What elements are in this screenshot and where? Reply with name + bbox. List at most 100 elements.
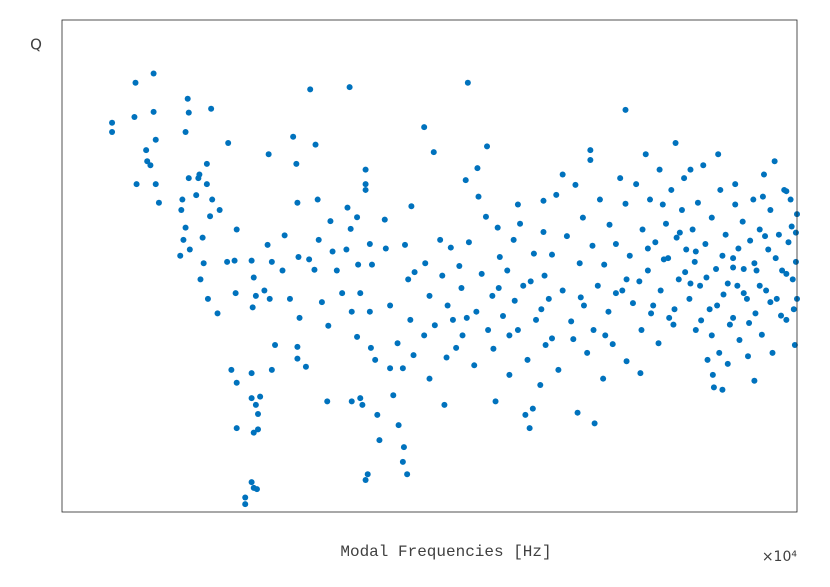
- data-point: [208, 105, 215, 112]
- data-point: [489, 292, 496, 299]
- data-point: [668, 186, 675, 193]
- data-point: [265, 151, 272, 158]
- data-point: [152, 181, 159, 188]
- data-point: [382, 245, 389, 252]
- data-point: [315, 236, 322, 243]
- data-point: [484, 143, 491, 150]
- data-point: [376, 437, 383, 444]
- data-point: [638, 327, 645, 334]
- data-point: [720, 291, 727, 298]
- data-point: [636, 278, 643, 285]
- data-point: [596, 196, 603, 203]
- data-point: [333, 267, 340, 274]
- data-point: [399, 458, 406, 465]
- data-point: [347, 225, 354, 232]
- data-point: [362, 181, 369, 188]
- data-point: [702, 240, 709, 247]
- data-point: [686, 295, 693, 302]
- data-point: [743, 295, 750, 302]
- data-point: [232, 290, 239, 297]
- data-point: [750, 196, 757, 203]
- data-point: [408, 203, 415, 210]
- data-point: [524, 356, 531, 363]
- data-point: [185, 109, 192, 116]
- data-point: [252, 401, 259, 408]
- data-point: [555, 366, 562, 373]
- data-point: [590, 327, 597, 334]
- data-point: [533, 316, 540, 323]
- data-point: [623, 358, 630, 365]
- data-point: [553, 191, 560, 198]
- data-point: [366, 308, 373, 315]
- data-point: [708, 214, 715, 221]
- data-point: [311, 266, 318, 273]
- data-point: [710, 384, 717, 391]
- data-point: [296, 314, 303, 321]
- data-point: [637, 370, 644, 377]
- data-point: [381, 216, 388, 223]
- data-point: [675, 276, 682, 283]
- data-point: [422, 260, 429, 267]
- data-point: [443, 354, 450, 361]
- data-point: [514, 201, 521, 208]
- data-point: [756, 226, 763, 233]
- data-point: [704, 356, 711, 363]
- data-point: [542, 342, 549, 349]
- data-point: [648, 310, 655, 317]
- data-point: [650, 302, 657, 309]
- data-point: [327, 218, 334, 225]
- data-point: [790, 306, 797, 313]
- data-point: [294, 343, 301, 350]
- data-point: [426, 292, 433, 299]
- data-point: [325, 322, 332, 329]
- data-point: [510, 236, 517, 243]
- data-point: [225, 139, 232, 146]
- data-point: [752, 310, 759, 317]
- data-point: [713, 265, 720, 272]
- data-point: [673, 234, 680, 241]
- data-point: [545, 295, 552, 302]
- data-point: [719, 252, 726, 259]
- data-point: [759, 193, 766, 200]
- data-point: [732, 181, 739, 188]
- data-point: [357, 290, 364, 297]
- data-point: [233, 425, 240, 432]
- axes-box: [61, 19, 798, 513]
- data-point: [400, 444, 407, 451]
- data-point: [426, 375, 433, 382]
- data-point: [155, 199, 162, 206]
- data-point: [522, 411, 529, 418]
- data-point: [348, 398, 355, 405]
- data-point: [490, 345, 497, 352]
- data-point: [775, 231, 782, 238]
- data-point: [344, 204, 351, 211]
- data-point: [572, 181, 579, 188]
- data-point: [687, 280, 694, 287]
- data-point: [691, 258, 698, 265]
- data-point: [767, 206, 774, 213]
- data-point: [605, 308, 612, 315]
- data-point: [792, 258, 799, 265]
- data-point: [783, 316, 790, 323]
- data-point: [622, 106, 629, 113]
- data-point: [387, 365, 394, 372]
- data-point: [716, 349, 723, 356]
- data-point: [576, 260, 583, 267]
- data-point: [726, 321, 733, 328]
- data-point: [266, 295, 273, 302]
- data-point: [314, 196, 321, 203]
- data-point: [441, 401, 448, 408]
- data-point: [736, 336, 743, 343]
- data-point: [694, 199, 701, 206]
- data-point: [506, 371, 513, 378]
- data-point: [264, 241, 271, 248]
- data-point: [268, 366, 275, 373]
- data-point: [449, 316, 456, 323]
- data-point: [354, 333, 361, 340]
- data-point: [248, 257, 255, 264]
- data-point: [527, 278, 534, 285]
- data-point: [529, 405, 536, 412]
- data-point: [587, 147, 594, 154]
- data-point: [612, 240, 619, 247]
- data-point: [580, 302, 587, 309]
